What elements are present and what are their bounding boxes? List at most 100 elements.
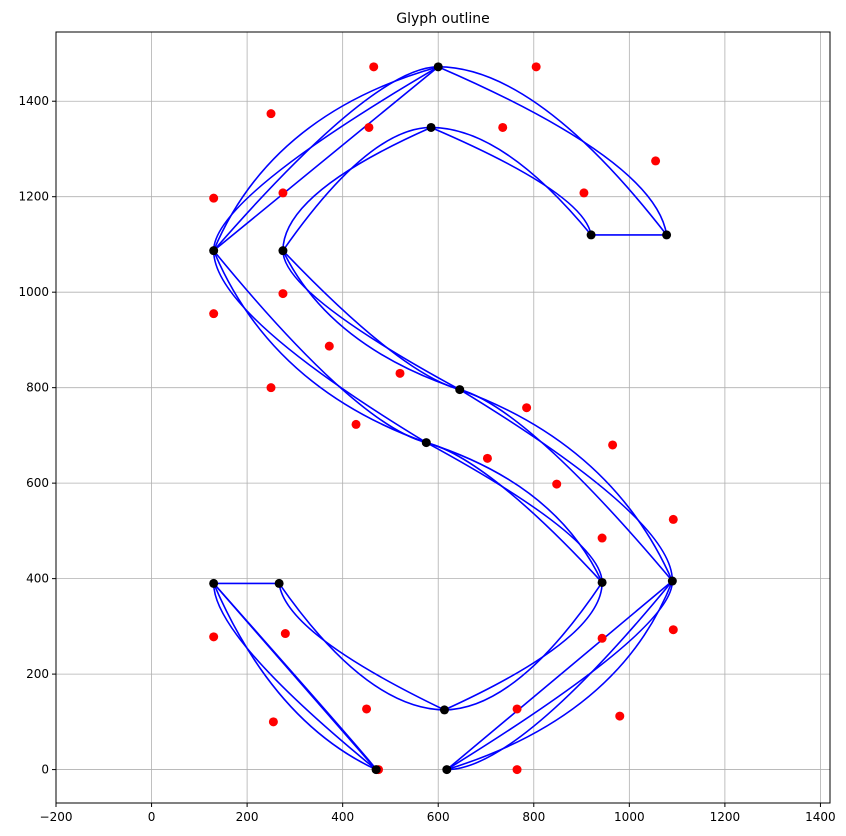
chart-title: Glyph outline (396, 11, 489, 27)
control-point (522, 403, 532, 413)
outline-segment (437, 66, 668, 236)
outline-curves (212, 66, 674, 771)
outline-segment (212, 583, 377, 771)
control-point (482, 453, 492, 463)
control-point (531, 62, 541, 72)
control-point (324, 341, 334, 351)
outline-segment (425, 441, 603, 583)
on-curve-point (597, 577, 607, 587)
control-point (668, 514, 678, 524)
on-curve-point (209, 578, 219, 588)
control-point (668, 625, 678, 635)
y-tick-label: 400 (26, 572, 49, 586)
control-point (362, 704, 372, 714)
control-point (266, 109, 276, 119)
x-tick-label: 1200 (710, 810, 741, 824)
outline-segment (426, 441, 603, 583)
outline-segment (438, 66, 668, 236)
outline-segment (213, 66, 439, 252)
y-axis-ticks: 0 200 400 600 800 1000 1200 1400 (18, 94, 56, 777)
control-point (364, 122, 374, 132)
y-tick-label: 200 (26, 667, 49, 681)
outline-segment (282, 126, 432, 252)
control-point (395, 368, 405, 378)
on-curve-point (662, 230, 672, 240)
outline-segment (212, 66, 439, 251)
y-tick-label: 600 (26, 476, 49, 490)
x-tick-label: 1400 (805, 810, 836, 824)
control-point (498, 122, 508, 132)
control-point (268, 717, 278, 727)
x-tick-label: 200 (236, 810, 259, 824)
on-curve-point (274, 578, 284, 588)
y-tick-label: 0 (41, 763, 49, 777)
control-point (278, 289, 288, 299)
on-curve-point (371, 765, 381, 775)
x-tick-label: −200 (40, 810, 73, 824)
grid-lines (55, 32, 830, 803)
control-point (512, 704, 522, 714)
outline-segment (446, 580, 674, 771)
x-tick-label: 1000 (614, 810, 645, 824)
on-curve-point (586, 230, 596, 240)
control-point (209, 632, 219, 642)
outline-segment (282, 250, 460, 391)
outline-segment (444, 582, 603, 711)
control-point (597, 533, 607, 543)
x-tick-label: 400 (331, 810, 354, 824)
y-tick-label: 1200 (18, 190, 49, 204)
control-point (209, 193, 219, 203)
control-point (597, 633, 607, 643)
control-point (280, 629, 290, 639)
control-point (579, 188, 589, 198)
control-point (608, 440, 618, 450)
outline-segment (212, 250, 427, 444)
on-curve-point (667, 576, 677, 586)
outline-segment (459, 388, 674, 582)
on-curve-point (209, 246, 219, 256)
control-point (615, 711, 625, 721)
outline-segment (212, 583, 377, 771)
control-point (209, 309, 219, 319)
outline-segment (444, 581, 603, 711)
control-points (209, 62, 678, 775)
outline-segment (431, 126, 592, 236)
outline-segment (446, 580, 674, 771)
control-point (278, 188, 288, 198)
control-point (512, 765, 522, 775)
x-tick-label: 600 (427, 810, 450, 824)
control-point (369, 62, 379, 72)
outline-segment (282, 250, 461, 391)
outline-segment (459, 388, 674, 582)
y-tick-label: 1000 (18, 285, 49, 299)
outline-segment (446, 580, 673, 771)
on-curve-point (433, 62, 443, 72)
outline-segment (212, 250, 427, 444)
x-tick-label: 0 (148, 810, 156, 824)
on-curve-point (439, 705, 449, 715)
x-tick-label: 800 (522, 810, 545, 824)
control-point (266, 383, 276, 393)
on-curve-point (455, 385, 465, 395)
plot-frame (55, 31, 831, 804)
outline-segment (426, 441, 603, 583)
control-point (651, 156, 661, 166)
outline-segment (213, 66, 439, 252)
outline-segment (278, 583, 445, 711)
x-axis-ticks: −200 0 200 400 600 800 1000 1200 1400 (40, 803, 836, 824)
outline-segment (430, 126, 592, 236)
on-curve-point (426, 122, 436, 132)
y-tick-label: 1400 (18, 94, 49, 108)
outline-segment (446, 580, 673, 771)
on-curve-point (421, 438, 431, 448)
outline-segment (282, 126, 432, 251)
on-curve-point (278, 246, 288, 256)
on-curve-point (442, 765, 452, 775)
on-curve-points (209, 62, 677, 775)
control-point (351, 419, 361, 429)
outline-segment (278, 582, 445, 711)
outline-segment (282, 250, 460, 391)
control-point (552, 479, 562, 489)
